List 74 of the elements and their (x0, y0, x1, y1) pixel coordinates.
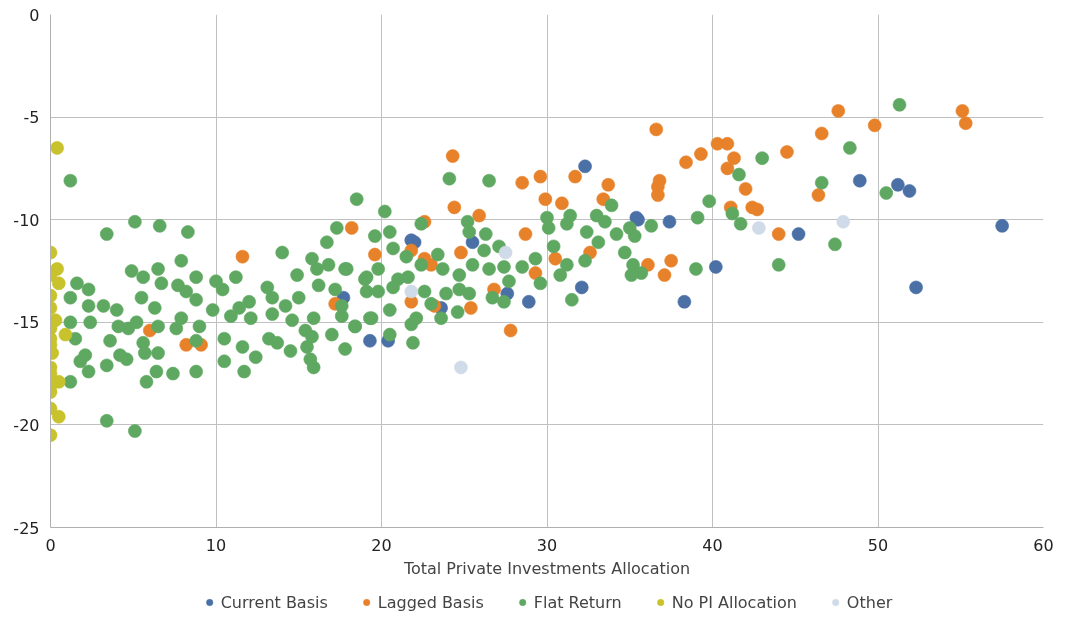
point (362, 333, 377, 348)
point (779, 145, 794, 159)
legend-label: No PI Allocation (671, 592, 797, 612)
point (649, 122, 664, 137)
point (693, 147, 708, 162)
point (453, 245, 468, 260)
point (344, 220, 359, 235)
y-tick-label: -15 (13, 313, 40, 333)
point (867, 118, 882, 133)
point (814, 126, 829, 141)
point (662, 214, 677, 229)
point (445, 149, 460, 164)
legend-label: Flat Return (533, 592, 622, 612)
point (554, 196, 569, 211)
x-tick-label: 30 (536, 535, 558, 555)
point (679, 155, 694, 170)
point (664, 253, 679, 268)
point (831, 103, 846, 118)
point (738, 181, 753, 196)
point (995, 218, 1010, 233)
y-tick-label: -5 (23, 108, 40, 128)
point (727, 151, 742, 166)
legend-label: Current Basis (220, 592, 328, 612)
point (533, 169, 548, 184)
point (463, 300, 478, 315)
legend-label: Other (846, 592, 893, 612)
point (902, 183, 917, 198)
y-tick-label: -25 (13, 518, 40, 538)
y-tick-label: -20 (13, 415, 40, 435)
point (771, 227, 786, 242)
point (909, 280, 924, 295)
point (836, 214, 851, 229)
point (498, 245, 513, 260)
point (601, 177, 616, 192)
y-tick-label: 0 (29, 5, 40, 25)
point (578, 159, 593, 174)
point (574, 280, 589, 295)
x-tick-label: 40 (702, 535, 723, 555)
x-axis-title: Total Private Investments Allocation (402, 558, 691, 578)
point (958, 116, 973, 131)
point (677, 294, 692, 309)
x-tick-label: 10 (205, 535, 227, 555)
point (472, 208, 487, 223)
point (811, 188, 826, 203)
point (890, 177, 905, 192)
y-tick-label: -10 (13, 210, 40, 230)
point (751, 220, 766, 235)
point (521, 294, 536, 309)
point (652, 173, 667, 188)
point (515, 175, 530, 190)
point (720, 161, 735, 176)
point (404, 284, 419, 299)
point (453, 360, 468, 375)
point (852, 173, 867, 188)
x-tick-label: 60 (1033, 535, 1054, 555)
point (791, 227, 806, 242)
point (447, 200, 462, 215)
legend-label: Lagged Basis (377, 592, 484, 612)
point (657, 268, 672, 283)
point (503, 323, 518, 338)
point (367, 247, 382, 262)
point (955, 103, 970, 118)
x-tick-label: 0 (45, 535, 56, 555)
point (538, 192, 553, 207)
x-tick-label: 50 (867, 535, 889, 555)
point (548, 251, 563, 266)
point (518, 227, 533, 242)
point (568, 169, 583, 184)
point (720, 136, 735, 151)
point (235, 249, 250, 264)
point (708, 259, 723, 274)
point (750, 202, 765, 217)
point (650, 188, 665, 203)
x-tick-label: 20 (371, 535, 392, 555)
